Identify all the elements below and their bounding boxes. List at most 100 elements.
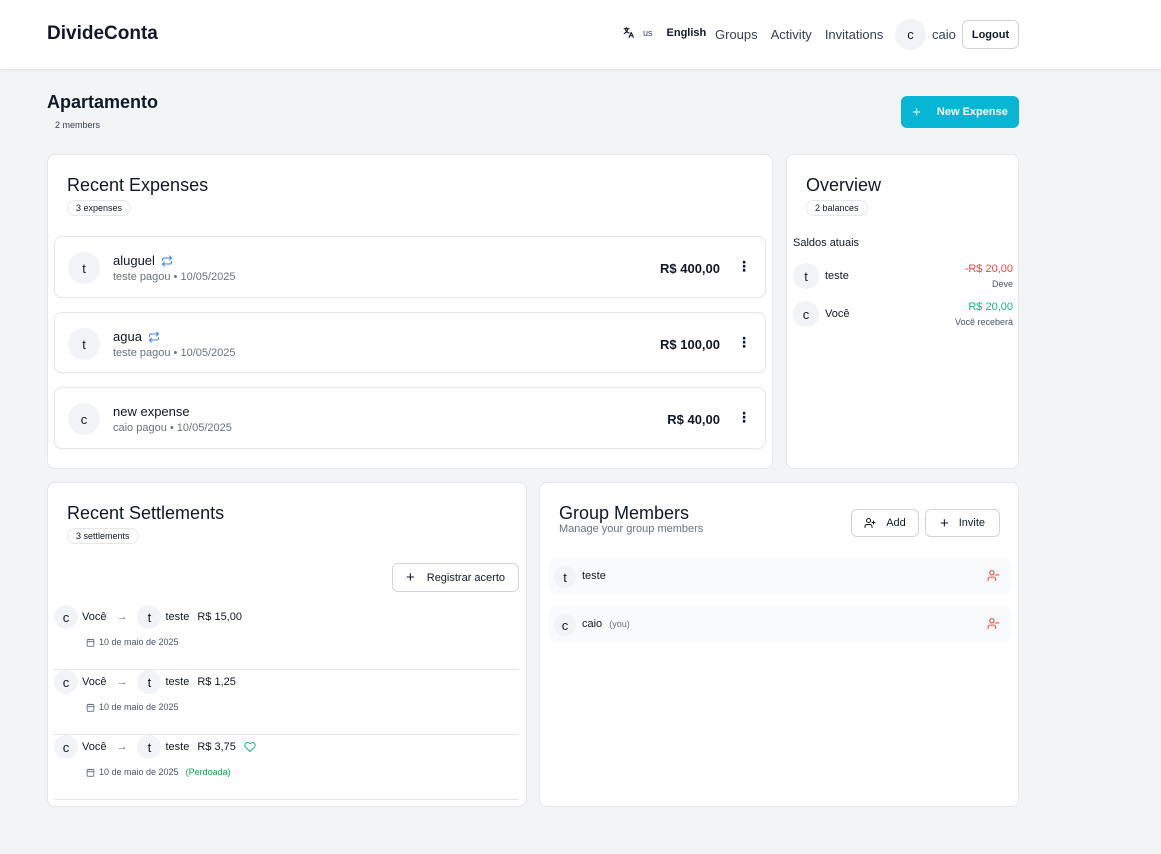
- user-minus-icon[interactable]: [987, 569, 1000, 582]
- member-row: c caio (you): [548, 606, 1012, 642]
- forgiven-label: (Perdoada): [185, 767, 231, 777]
- recent-expenses-title: Recent Expenses: [67, 175, 209, 195]
- member-name-text: teste: [582, 570, 606, 582]
- expense-item[interactable]: c new expense caio pagou • 10/05/2025 R$…: [54, 387, 766, 449]
- expense-payer-avatar: t: [68, 328, 100, 360]
- settlement-amount: R$ 1,25: [197, 676, 236, 688]
- settlement-date-text: 10 de maio de 2025: [99, 637, 179, 647]
- more-vertical-icon[interactable]: ⋮: [737, 409, 751, 425]
- settlements-count-badge: 3 settlements: [67, 528, 139, 544]
- expense-item[interactable]: t aluguel teste pagou • 10/05/2025 R$ 40…: [54, 236, 766, 298]
- new-expense-label: New Expense: [936, 106, 1008, 118]
- member-name: caio (you): [582, 618, 630, 630]
- settlement-to-avatar: t: [137, 605, 162, 629]
- settlement-to-avatar: t: [137, 670, 162, 694]
- expense-name: agua: [113, 329, 160, 344]
- settlement-line: c Você → t teste R$ 1,25: [54, 670, 236, 694]
- balance-note: Você receberá: [954, 317, 1013, 327]
- add-member-label: Add: [886, 517, 906, 529]
- settlement-from-avatar: c: [54, 605, 78, 629]
- group-members-card: Group Members Manage your group members …: [539, 482, 1019, 807]
- arrow-right-icon: →: [116, 676, 128, 688]
- user-name: caio: [932, 27, 956, 42]
- settlement-line: c Você → t teste R$ 15,00: [54, 605, 242, 629]
- language-selector[interactable]: us English: [622, 26, 706, 39]
- more-vertical-icon[interactable]: ⋮: [737, 258, 751, 274]
- settlement-from-avatar: c: [54, 735, 78, 759]
- overview-subtitle: Saldos atuais: [793, 237, 860, 249]
- balance-row: t teste -R$ 20,00 Deve: [793, 263, 1013, 291]
- balance-note: Deve: [991, 279, 1013, 289]
- balance-amount: R$ 20,00: [968, 301, 1013, 313]
- expense-amount: R$ 100,00: [660, 337, 720, 352]
- heart-icon: [244, 741, 256, 752]
- user-minus-icon[interactable]: [987, 617, 1000, 630]
- expense-amount: R$ 40,00: [667, 412, 720, 427]
- member-row: t teste: [548, 558, 1012, 594]
- user-plus-icon: [864, 518, 876, 528]
- arrow-right-icon: →: [116, 611, 128, 623]
- balance-name: teste: [825, 270, 849, 282]
- expense-name-text: new expense: [113, 404, 190, 419]
- settlement-row: c Você → t teste R$ 1,25 10 de maio de 2…: [54, 670, 519, 735]
- settlement-date: 10 de maio de 2025: [86, 702, 179, 712]
- member-avatar: c: [554, 614, 576, 636]
- logout-button[interactable]: Logout: [962, 20, 1019, 49]
- add-member-button[interactable]: Add: [851, 509, 919, 537]
- settlement-row: c Você → t teste R$ 3,75 10 de maio de 2…: [54, 735, 519, 800]
- recent-settlements-card: Recent Settlements 3 settlements + Regis…: [47, 482, 527, 807]
- group-members-title: Group Members: [559, 503, 690, 523]
- recurring-icon: [161, 255, 172, 266]
- arrow-right-icon: →: [116, 741, 128, 753]
- settlement-line: c Você → t teste R$ 3,75: [54, 735, 256, 759]
- member-name-text: caio: [582, 618, 603, 630]
- expenses-count-badge: 3 expenses: [67, 200, 132, 216]
- settlement-date: 10 de maio de 2025 (Perdoada): [86, 767, 231, 777]
- translate-icon: [623, 27, 634, 38]
- settlement-amount: R$ 15,00: [197, 611, 242, 623]
- recurring-icon: [148, 331, 159, 342]
- settlement-date-text: 10 de maio de 2025: [99, 767, 179, 777]
- overview-card: Overview 2 balances Saldos atuais t test…: [786, 154, 1019, 469]
- recent-settlements-title: Recent Settlements: [67, 503, 225, 523]
- expense-item[interactable]: t agua teste pagou • 10/05/2025 R$ 100,0…: [54, 312, 766, 373]
- new-expense-button[interactable]: + New Expense: [901, 96, 1019, 128]
- balance-avatar: t: [793, 263, 819, 289]
- expense-subtitle: teste pagou • 10/05/2025: [113, 347, 236, 359]
- settlement-to: teste: [165, 741, 190, 753]
- settlement-to: teste: [165, 676, 190, 688]
- member-avatar: t: [554, 566, 576, 588]
- expense-name-text: aluguel: [113, 253, 155, 268]
- plus-icon: +: [939, 514, 949, 532]
- settlement-row: c Você → t teste R$ 15,00 10 de maio de …: [54, 605, 519, 670]
- settlement-from: Você: [82, 611, 107, 623]
- user-avatar[interactable]: c: [895, 19, 926, 50]
- expense-subtitle: teste pagou • 10/05/2025: [113, 271, 236, 283]
- settlement-to: teste: [165, 611, 190, 623]
- invite-member-button[interactable]: + Invite: [925, 509, 1000, 537]
- settlement-date: 10 de maio de 2025: [86, 637, 179, 647]
- balance-name: Você: [825, 308, 850, 320]
- nav-groups[interactable]: Groups: [715, 27, 758, 42]
- register-settlement-button[interactable]: + Registrar acerto: [392, 563, 519, 592]
- recent-expenses-card: Recent Expenses 3 expenses t aluguel tes…: [47, 154, 773, 469]
- brand-logo[interactable]: DivideConta: [47, 23, 158, 44]
- language-code: us: [643, 27, 653, 38]
- expense-subtitle: caio pagou • 10/05/2025: [113, 422, 232, 434]
- member-name: teste: [582, 570, 606, 582]
- more-vertical-icon[interactable]: ⋮: [737, 334, 751, 350]
- settlement-from-avatar: c: [54, 670, 78, 694]
- settlement-from: Você: [82, 741, 107, 753]
- nav-activity[interactable]: Activity: [770, 27, 812, 42]
- group-title: Apartamento: [47, 92, 159, 112]
- nav-invitations[interactable]: Invitations: [824, 27, 884, 42]
- app-header: DivideConta us English Groups Activity I…: [0, 0, 1161, 70]
- plus-icon: +: [405, 569, 415, 586]
- expense-name: new expense: [113, 404, 190, 419]
- plus-icon: +: [912, 103, 921, 121]
- register-settlement-label: Registrar acerto: [426, 571, 506, 584]
- group-members-description: Manage your group members: [559, 523, 704, 535]
- you-label: (you): [609, 619, 630, 629]
- expense-name-text: agua: [113, 329, 142, 344]
- expense-name: aluguel: [113, 253, 173, 268]
